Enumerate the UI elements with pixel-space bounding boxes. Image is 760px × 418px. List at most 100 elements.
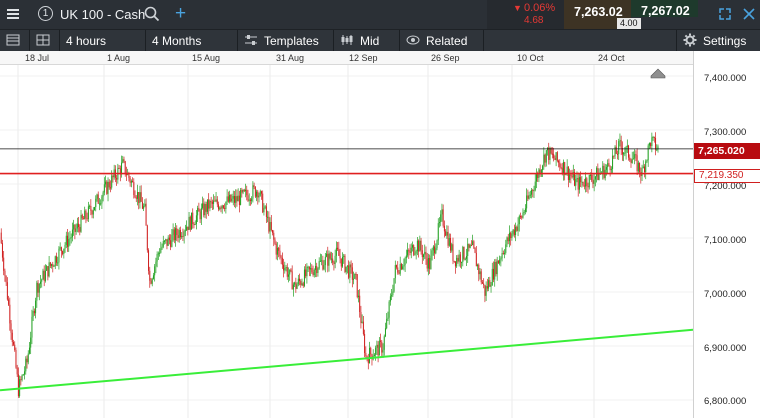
- candle-body: [550, 147, 552, 154]
- candle-body: [592, 180, 594, 184]
- candle-body: [452, 244, 454, 261]
- settings-label: Settings: [703, 34, 747, 48]
- line-price-badge: 7,219.350: [694, 169, 760, 183]
- related-button[interactable]: Related: [400, 30, 484, 52]
- layout-button[interactable]: [30, 30, 60, 52]
- candle-body: [415, 251, 417, 254]
- candle-body: [235, 196, 237, 203]
- candle-body: [43, 270, 45, 281]
- candle-body: [403, 264, 405, 267]
- candle-body: [381, 341, 383, 353]
- candle-body: [13, 342, 15, 345]
- candle-body: [81, 214, 83, 219]
- candle-body: [345, 266, 347, 272]
- ask-button[interactable]: 7,267.02: [631, 0, 698, 18]
- candle-body: [464, 258, 466, 260]
- candle-body: [332, 258, 334, 263]
- candle-body: [621, 147, 623, 155]
- candle-body: [647, 145, 649, 161]
- candle-body: [44, 270, 46, 281]
- settings-button[interactable]: Settings: [676, 30, 760, 52]
- candle-body: [540, 170, 542, 175]
- candle-body: [231, 198, 233, 202]
- candle-body: [145, 203, 147, 226]
- candle-body: [361, 321, 363, 323]
- candle-body: [488, 280, 490, 289]
- candle-body: [155, 261, 157, 267]
- candle-body: [238, 195, 240, 205]
- candle-body: [246, 189, 248, 196]
- date-label: 26 Sep: [431, 53, 460, 63]
- candle-body: [635, 154, 637, 156]
- candle-body: [494, 262, 496, 280]
- candle-body: [367, 358, 369, 364]
- candle-body: [135, 197, 137, 199]
- candle-body: [427, 257, 429, 269]
- candle-body: [15, 350, 17, 368]
- candle-body: [359, 295, 361, 312]
- candle-body: [233, 196, 235, 203]
- candle-body: [210, 201, 212, 203]
- candle-body: [242, 189, 244, 193]
- templates-button[interactable]: Templates: [238, 30, 334, 52]
- candle-body: [324, 256, 326, 266]
- candle-body: [388, 301, 390, 318]
- candle-body: [230, 194, 232, 202]
- candle-body: [156, 254, 158, 262]
- candle-body: [55, 256, 57, 263]
- instrument-name[interactable]: UK 100 - Cash: [60, 7, 146, 22]
- candle-body: [421, 250, 423, 258]
- add-chart-icon[interactable]: +: [175, 3, 187, 24]
- candle-body: [0, 232, 2, 244]
- candle-body: [380, 340, 382, 342]
- candle-body: [219, 207, 221, 210]
- range-dropdown[interactable]: 4 Months: [146, 30, 238, 52]
- candle-body: [457, 257, 459, 262]
- candle-body: [221, 205, 223, 209]
- candle-body: [333, 262, 335, 264]
- close-icon[interactable]: [743, 7, 755, 20]
- expand-icon[interactable]: [718, 7, 732, 21]
- candle-body: [106, 181, 108, 194]
- candle-body: [263, 207, 265, 213]
- price-type-dropdown[interactable]: Mid: [334, 30, 400, 52]
- panels-button[interactable]: [0, 30, 30, 52]
- candle-body: [518, 216, 520, 225]
- candle-body: [222, 205, 224, 208]
- candle-body: [571, 175, 573, 178]
- candle-body: [173, 229, 175, 241]
- candle-body: [74, 224, 76, 232]
- candle-body: [8, 299, 10, 305]
- candle-body: [176, 228, 178, 236]
- candle-body: [384, 328, 386, 337]
- candle-body: [141, 201, 143, 209]
- candle-body: [1, 243, 3, 258]
- trendline[interactable]: [0, 328, 693, 392]
- candle-body: [419, 240, 421, 252]
- candle-body: [287, 274, 289, 277]
- candle-body: [149, 270, 151, 281]
- scroll-up-icon[interactable]: [650, 68, 666, 79]
- candle-body: [31, 316, 33, 338]
- interval-dropdown[interactable]: 4 hours: [60, 30, 146, 52]
- date-label: 10 Oct: [517, 53, 544, 63]
- candle-body: [646, 160, 648, 162]
- candle-body: [582, 181, 584, 186]
- candle-body: [475, 252, 477, 267]
- price-tick: 7,300.000: [704, 127, 747, 138]
- price-axis[interactable]: 7,400.000 7,300.000 7,200.000 7,100.000 …: [693, 51, 760, 418]
- candle-body: [593, 179, 595, 184]
- candle-body: [441, 209, 443, 215]
- search-icon[interactable]: [144, 6, 160, 22]
- candle-body: [138, 192, 140, 203]
- eye-icon: [406, 34, 420, 49]
- candle-body: [400, 264, 402, 270]
- candle-body: [186, 226, 188, 231]
- instrument-header: 1 UK 100 - Cash + ▼ 0.06% 4.68 7,263.02 …: [0, 0, 760, 29]
- candle-body: [209, 201, 211, 209]
- price-chart[interactable]: [0, 65, 693, 418]
- hamburger-icon[interactable]: [6, 7, 20, 21]
- candle-body: [445, 231, 447, 236]
- candle-body: [392, 291, 394, 296]
- candle-body: [440, 214, 442, 223]
